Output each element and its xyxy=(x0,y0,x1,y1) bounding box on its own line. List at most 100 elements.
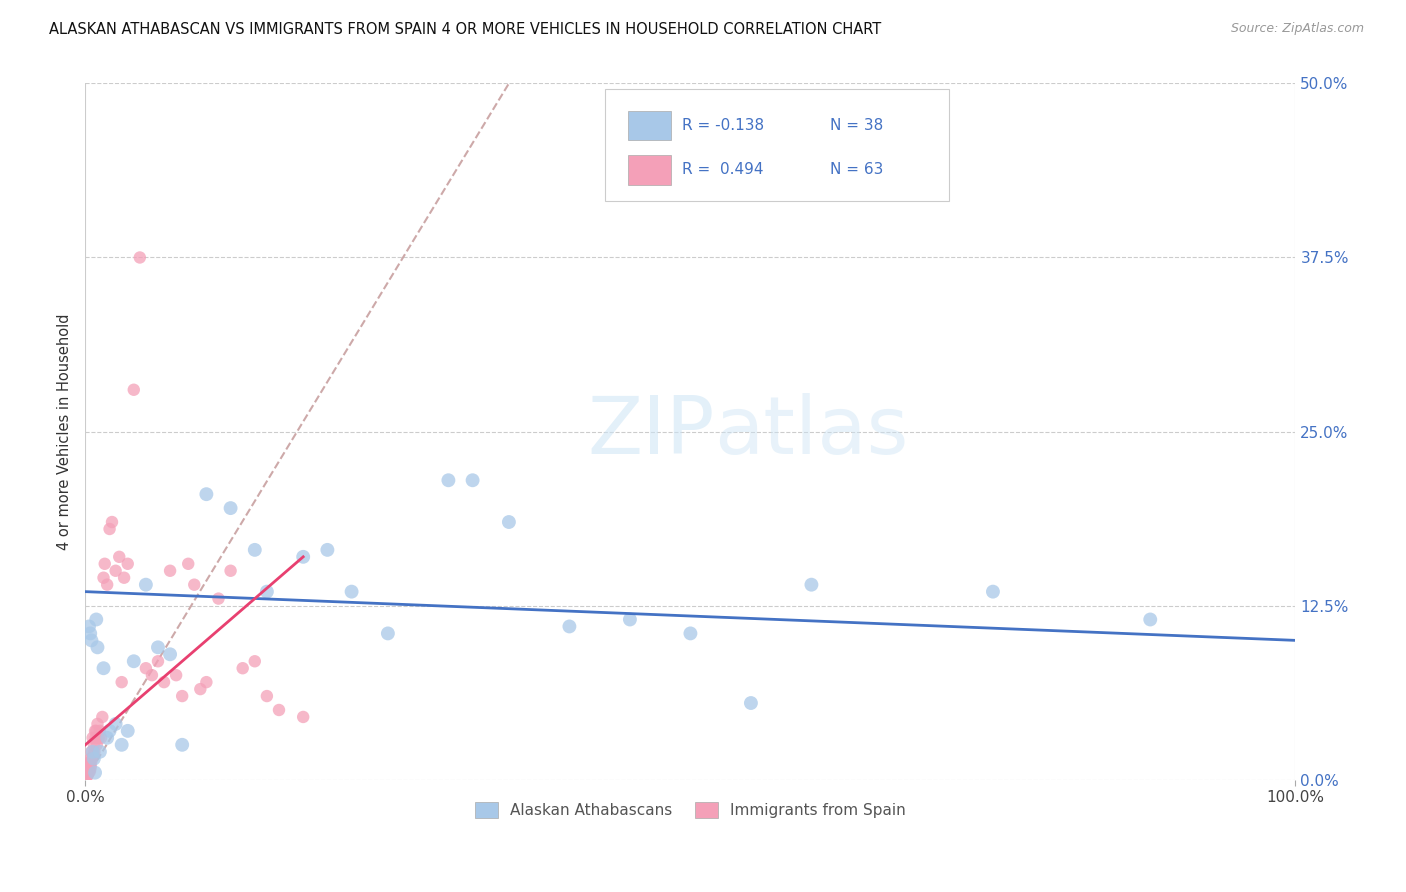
Point xyxy=(84,765,107,780)
Point xyxy=(83,738,105,752)
Point xyxy=(195,487,218,501)
Point xyxy=(76,767,98,781)
Point xyxy=(159,564,181,578)
Point xyxy=(679,626,702,640)
Point xyxy=(77,619,100,633)
Point xyxy=(267,703,290,717)
Point xyxy=(256,689,278,703)
Point xyxy=(292,710,315,724)
Point xyxy=(195,675,218,690)
Point xyxy=(93,571,115,585)
Point xyxy=(219,564,242,578)
Point xyxy=(77,758,100,772)
Legend: Alaskan Athabascans, Immigrants from Spain: Alaskan Athabascans, Immigrants from Spa… xyxy=(468,796,912,824)
Point xyxy=(90,731,112,745)
Point xyxy=(79,756,101,770)
Text: ALASKAN ATHABASCAN VS IMMIGRANTS FROM SPAIN 4 OR MORE VEHICLES IN HOUSEHOLD CORR: ALASKAN ATHABASCAN VS IMMIGRANTS FROM SP… xyxy=(49,22,882,37)
Point xyxy=(740,696,762,710)
Point xyxy=(112,571,135,585)
Point xyxy=(135,661,157,675)
Point xyxy=(117,723,139,738)
Point xyxy=(80,755,103,769)
Point xyxy=(96,577,118,591)
Point xyxy=(86,640,108,655)
Point xyxy=(101,515,124,529)
Point xyxy=(84,723,107,738)
Point xyxy=(98,723,121,738)
Point xyxy=(183,577,205,591)
Point xyxy=(619,612,641,626)
Point xyxy=(84,723,107,738)
Point xyxy=(77,767,100,781)
Point xyxy=(89,745,111,759)
Point xyxy=(89,723,111,738)
Point xyxy=(82,731,104,745)
Point xyxy=(461,473,484,487)
Point xyxy=(498,515,520,529)
Text: Source: ZipAtlas.com: Source: ZipAtlas.com xyxy=(1230,22,1364,36)
Point xyxy=(104,564,127,578)
Point xyxy=(146,654,169,668)
Point xyxy=(86,738,108,752)
Point xyxy=(292,549,315,564)
Text: N = 63: N = 63 xyxy=(830,162,883,177)
Point xyxy=(104,717,127,731)
Point xyxy=(141,668,163,682)
Point xyxy=(207,591,229,606)
Point xyxy=(79,762,101,776)
Point xyxy=(437,473,460,487)
Point xyxy=(153,675,176,690)
Point xyxy=(219,501,242,516)
Point xyxy=(96,731,118,745)
Text: N = 38: N = 38 xyxy=(830,118,883,133)
Point xyxy=(80,752,103,766)
Point xyxy=(377,626,399,640)
Text: R = -0.138: R = -0.138 xyxy=(682,118,763,133)
Point xyxy=(243,542,266,557)
Point xyxy=(77,762,100,776)
Point xyxy=(558,619,581,633)
Point xyxy=(75,765,97,780)
Point xyxy=(159,648,181,662)
Point xyxy=(172,689,194,703)
Point xyxy=(165,668,187,682)
Text: R =  0.494: R = 0.494 xyxy=(682,162,763,177)
Text: atlas: atlas xyxy=(714,392,910,470)
Point xyxy=(80,633,103,648)
Point xyxy=(122,383,145,397)
Point xyxy=(75,768,97,782)
Point xyxy=(177,557,200,571)
Point xyxy=(340,584,363,599)
Point xyxy=(232,661,254,675)
Point xyxy=(981,584,1004,599)
Point xyxy=(122,654,145,668)
Point xyxy=(79,626,101,640)
Point xyxy=(800,577,823,591)
Point xyxy=(84,612,107,626)
Point xyxy=(82,745,104,759)
Point xyxy=(79,764,101,779)
Point xyxy=(76,768,98,782)
Point xyxy=(82,747,104,762)
Point xyxy=(188,682,211,697)
Point xyxy=(87,731,110,745)
Point xyxy=(1139,612,1161,626)
Point xyxy=(98,522,121,536)
Y-axis label: 4 or more Vehicles in Household: 4 or more Vehicles in Household xyxy=(58,313,72,549)
Point xyxy=(93,661,115,675)
Point xyxy=(243,654,266,668)
Point xyxy=(316,542,339,557)
Point xyxy=(111,738,134,752)
Point xyxy=(108,549,131,564)
Point xyxy=(117,557,139,571)
Point xyxy=(84,731,107,745)
Point xyxy=(91,710,114,724)
Point xyxy=(76,770,98,784)
Point xyxy=(80,758,103,772)
Point xyxy=(135,577,157,591)
Point xyxy=(80,745,103,759)
Point xyxy=(128,251,150,265)
Point xyxy=(93,557,115,571)
Point xyxy=(146,640,169,655)
Point xyxy=(111,675,134,690)
